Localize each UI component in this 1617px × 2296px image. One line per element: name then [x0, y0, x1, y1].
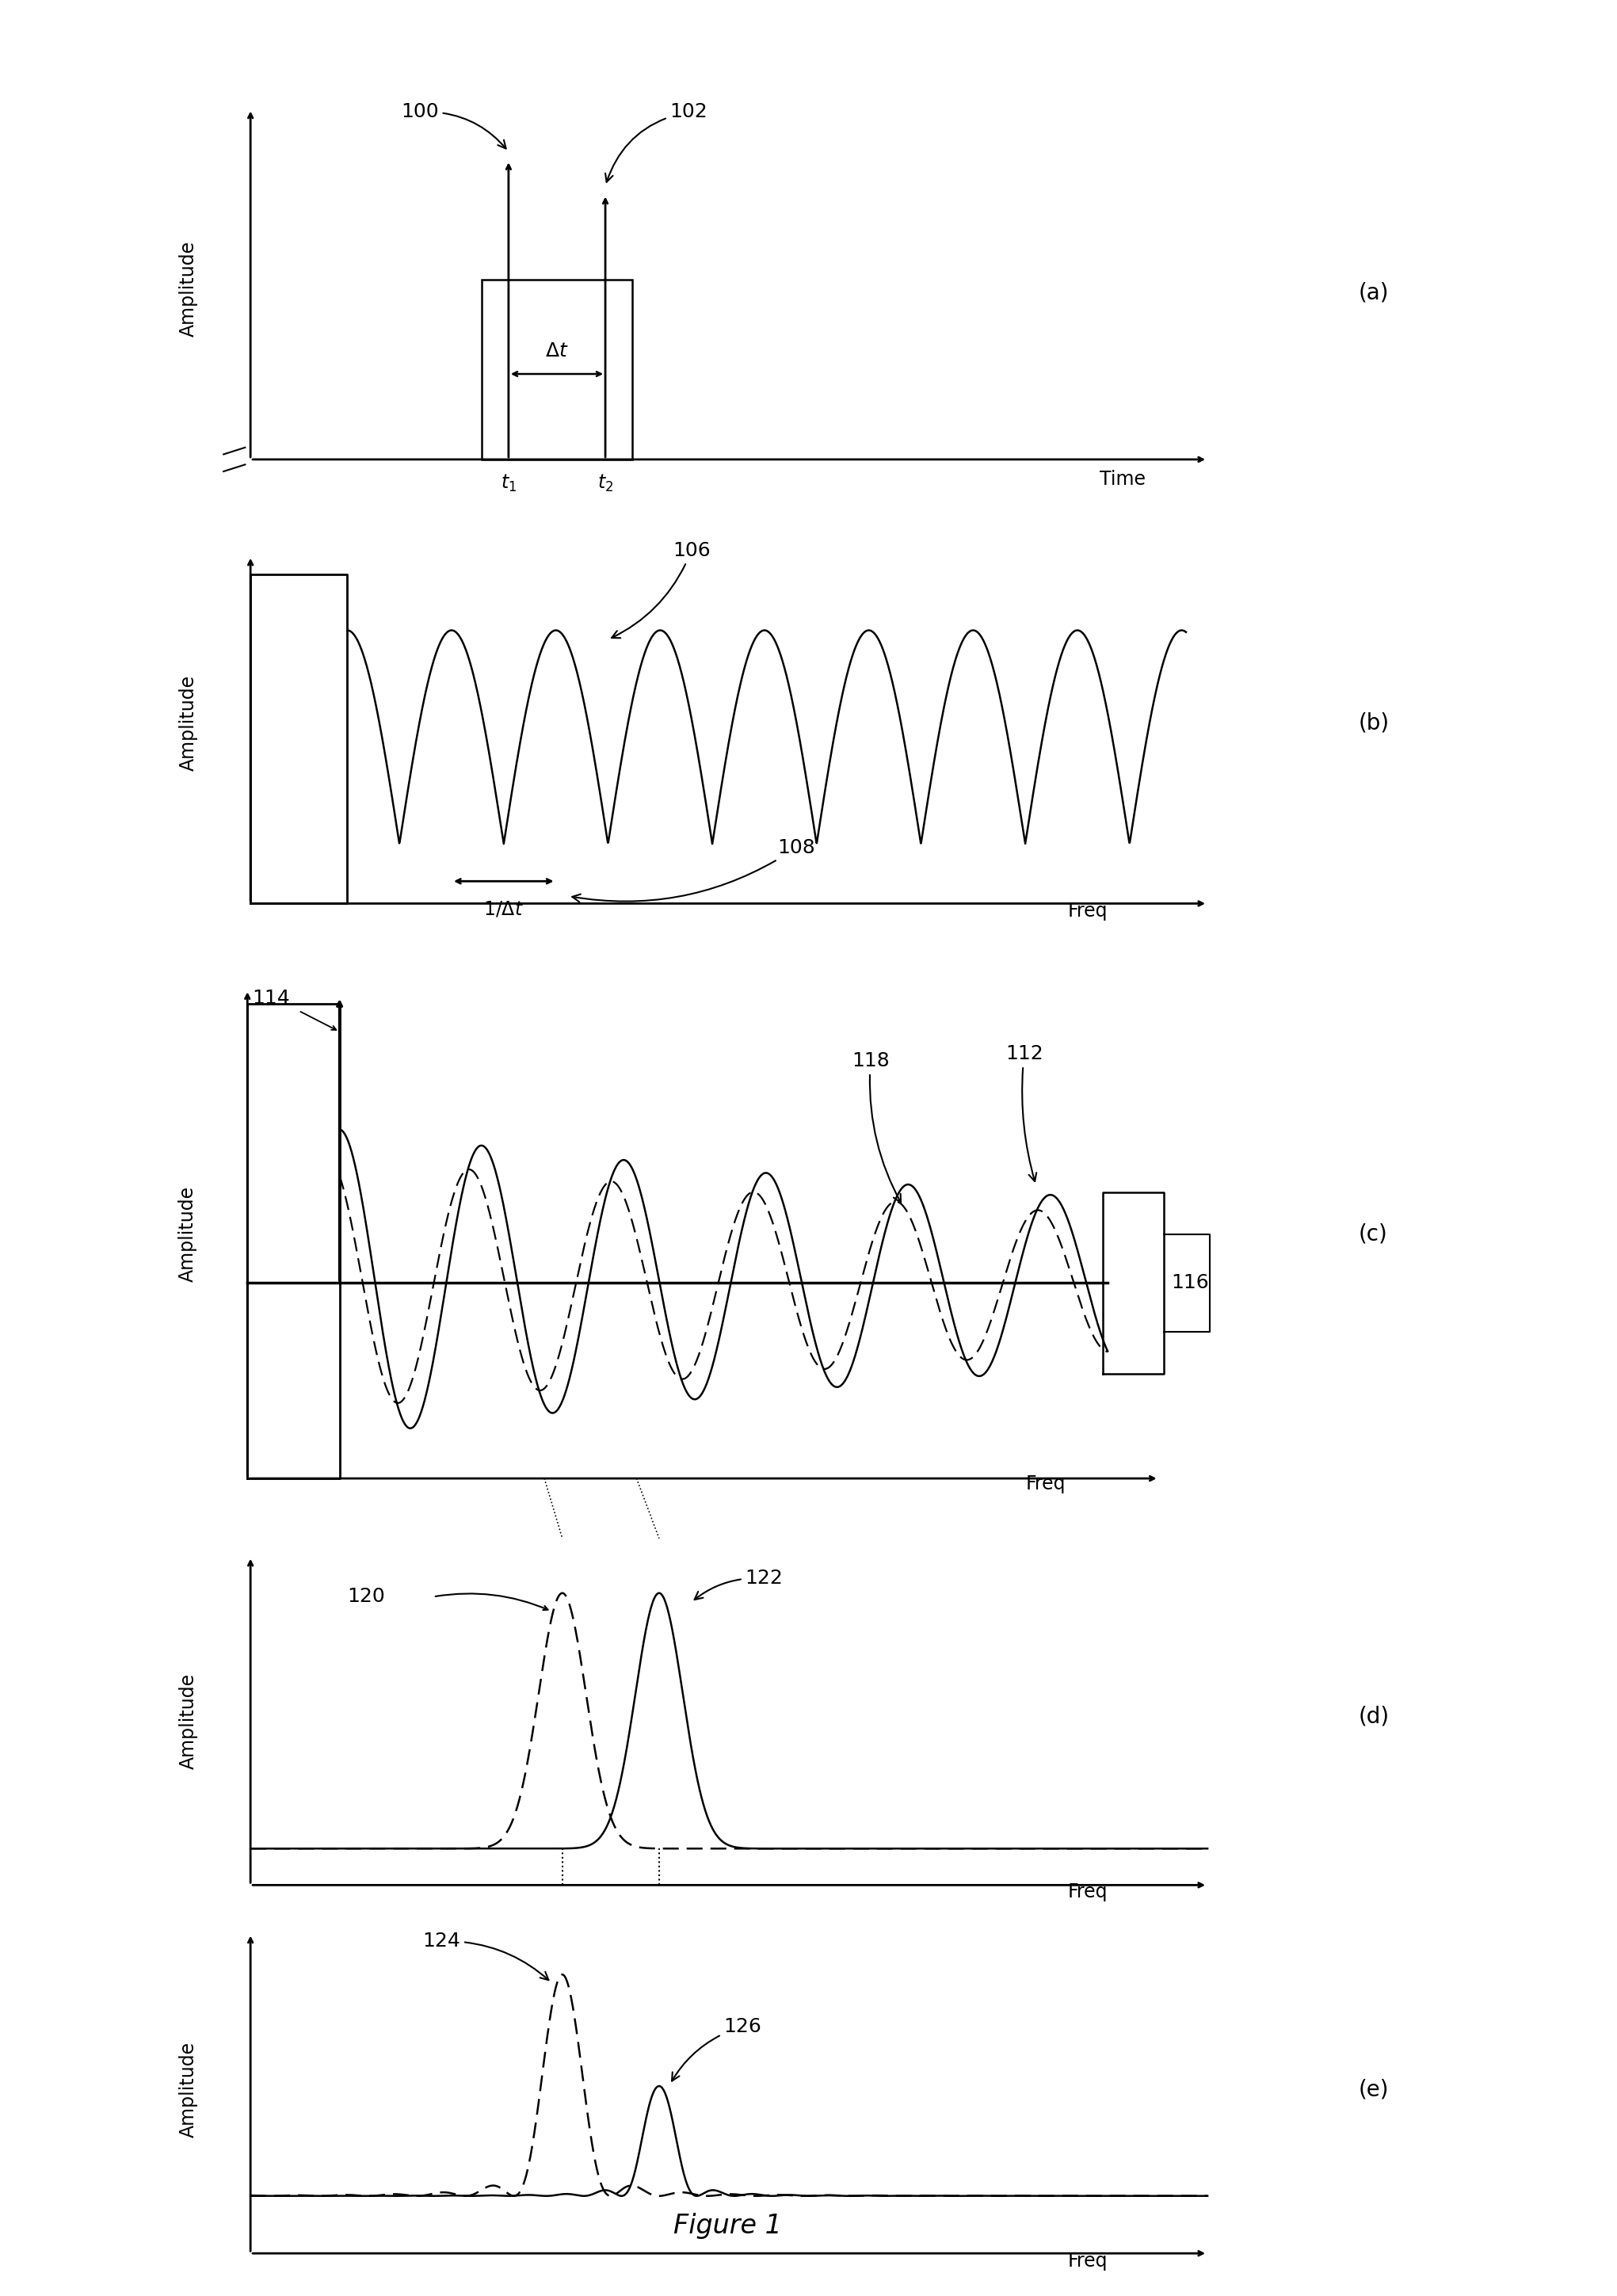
Text: Freq: Freq [1067, 2252, 1108, 2271]
Text: 108: 108 [572, 838, 815, 902]
Text: Amplitude: Amplitude [178, 241, 197, 338]
Text: $1/\Delta t$: $1/\Delta t$ [483, 900, 524, 918]
Text: 118: 118 [852, 1052, 901, 1203]
Text: 126: 126 [673, 2016, 762, 2080]
Text: (d): (d) [1358, 1706, 1389, 1727]
Text: Amplitude: Amplitude [178, 675, 197, 771]
Text: Figure 1: Figure 1 [673, 2213, 783, 2239]
Text: Amplitude: Amplitude [178, 2041, 197, 2138]
Text: 122: 122 [694, 1568, 783, 1600]
Text: $t_1$: $t_1$ [501, 473, 516, 494]
Text: (c): (c) [1358, 1224, 1387, 1244]
Bar [482, 280, 632, 459]
Text: 100: 100 [401, 103, 506, 149]
Text: (e): (e) [1358, 2078, 1389, 2101]
Text: (a): (a) [1358, 282, 1389, 303]
Text: (b): (b) [1358, 712, 1389, 735]
Text: 120: 120 [348, 1587, 385, 1607]
Text: 102: 102 [605, 103, 708, 181]
Text: Time: Time [1100, 471, 1146, 489]
Text: Freq: Freq [1025, 1474, 1066, 1495]
Text: 112: 112 [1006, 1045, 1043, 1182]
Text: Freq: Freq [1067, 1883, 1108, 1901]
Text: 124: 124 [422, 1931, 548, 1979]
Text: $t_2$: $t_2$ [597, 473, 613, 494]
Text: Freq: Freq [1067, 902, 1108, 921]
Text: Amplitude: Amplitude [178, 1674, 197, 1768]
Text: Amplitude: Amplitude [178, 1187, 197, 1281]
Text: 116: 116 [1171, 1274, 1210, 1293]
Text: $\Delta t$: $\Delta t$ [545, 342, 569, 360]
Text: 106: 106 [611, 542, 710, 638]
Text: 114: 114 [252, 990, 291, 1008]
